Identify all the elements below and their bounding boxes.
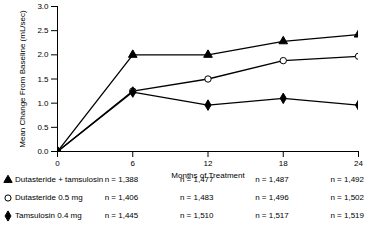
html-text:n = 1,487: n = 1,487 xyxy=(255,175,289,184)
html-text:Dutasteride 0.5 mg: Dutasteride 0.5 mg xyxy=(15,193,83,202)
svg-text:1.5: 1.5 xyxy=(37,75,49,84)
svg-text:24: 24 xyxy=(354,159,363,168)
html-text:n = 1,477: n = 1,477 xyxy=(179,175,214,184)
html-text:n = 1,496: n = 1,496 xyxy=(255,193,289,202)
html-text:n = 1,517: n = 1,517 xyxy=(255,211,289,220)
svg-text:2.5: 2.5 xyxy=(37,26,49,35)
html-text:n = 1,510: n = 1,510 xyxy=(179,211,214,220)
html-text:n = 1,502: n = 1,502 xyxy=(330,193,364,202)
html-text:n = 1,445: n = 1,445 xyxy=(104,211,139,220)
html-text:Tamsulosin 0.4 mg: Tamsulosin 0.4 mg xyxy=(15,211,82,220)
html-text:n = 1,519: n = 1,519 xyxy=(330,211,364,220)
svg-text:2.0: 2.0 xyxy=(37,50,49,59)
svg-text:6: 6 xyxy=(131,159,136,168)
html-text:n = 1,483: n = 1,483 xyxy=(179,193,214,202)
svg-text:3.0: 3.0 xyxy=(37,2,49,11)
svg-text:18: 18 xyxy=(279,159,288,168)
html-text:n = 1,406: n = 1,406 xyxy=(104,193,139,202)
svg-text:0.5: 0.5 xyxy=(37,123,49,132)
svg-text:0.0: 0.0 xyxy=(37,147,49,156)
svg-text:12: 12 xyxy=(204,159,213,168)
svg-text:Mean Change From Baseline (mL/: Mean Change From Baseline (mL/sec) xyxy=(18,10,27,148)
html-text:Dutasteride + tamsulosin n = 1: Dutasteride + tamsulosin n = 1,388 xyxy=(15,175,139,184)
svg-text:0: 0 xyxy=(55,159,60,168)
svg-text:1.0: 1.0 xyxy=(37,99,49,108)
html-text:n = 1,492: n = 1,492 xyxy=(330,175,364,184)
